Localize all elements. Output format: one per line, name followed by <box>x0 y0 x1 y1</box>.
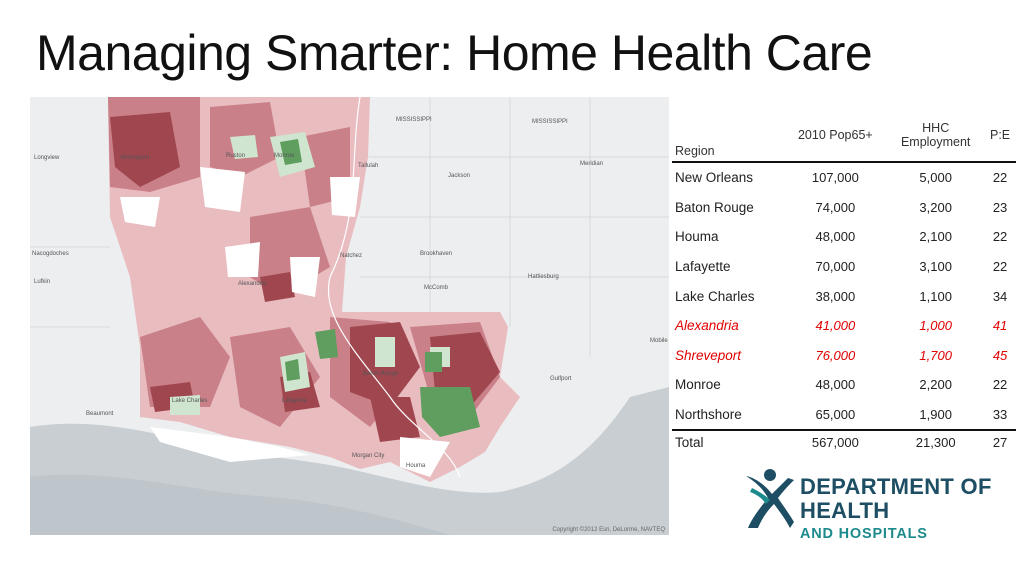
map-label: Shreveport <box>120 155 150 161</box>
cell-region: Shreveport <box>675 347 742 363</box>
table-row: Alexandria 41,000 1,000 41 <box>672 311 1016 341</box>
map-label: Beaumont <box>86 411 114 417</box>
cell-region: Northshore <box>675 407 742 423</box>
cell-pe: 22 <box>992 259 1008 275</box>
table-row: Baton Rouge 74,000 3,200 23 <box>672 193 1016 223</box>
logo-text-line3: AND HOSPITALS <box>800 526 928 542</box>
cell-hhc: 2,100 <box>919 229 952 245</box>
cell-pe: 22 <box>992 377 1008 393</box>
map-label: MISSISSIPPI <box>532 119 568 125</box>
map-label: Tallulah <box>358 163 378 169</box>
logo-text-line1: DEPARTMENT OF <box>800 474 992 499</box>
map-label: Nacogdoches <box>32 251 69 257</box>
header-region: Region <box>672 108 784 163</box>
cell-region: Monroe <box>675 377 721 393</box>
map-label: Jackson <box>448 173 470 179</box>
cell-hhc: 2,200 <box>919 377 952 393</box>
cell-pop: 107,000 <box>811 170 859 186</box>
cell-region: Alexandria <box>675 318 739 334</box>
figure-logo-icon <box>746 469 794 528</box>
header-hhc-line1: HHC <box>922 121 950 135</box>
cell-region: Total <box>672 429 784 465</box>
map-label: Houma <box>406 463 426 469</box>
cell-pe: 23 <box>992 199 1008 215</box>
table-row: Lake Charles 38,000 1,100 34 <box>672 281 1016 311</box>
dhh-logo: DEPARTMENT OF HEALTH AND HOSPITALS <box>742 468 1012 548</box>
cell-hhc: 1,700 <box>919 347 952 363</box>
choropleth-map-graphic: MISSISSIPPI MISSISSIPPI Longview Shrevep… <box>30 97 669 535</box>
cell-pop: 65,000 <box>815 407 856 423</box>
cell-hhc: 21,300 <box>887 429 985 465</box>
logo-text-line2: HEALTH <box>800 498 890 523</box>
cell-pop: 76,000 <box>815 347 856 363</box>
map-label: Lake Charles <box>172 398 207 404</box>
map-copyright: Copyright ©2012 Esri, DeLorme, NAVTEQ <box>552 527 665 533</box>
region-table: Region 2010 Pop65+ HHC Employment P:E Ne… <box>672 108 1016 465</box>
cell-pop: 48,000 <box>815 377 856 393</box>
map-label: Hattiesburg <box>528 274 559 280</box>
map-label: Lufkin <box>34 279 50 285</box>
map-label: McComb <box>424 285 449 291</box>
table-row: New Orleans 107,000 5,000 22 <box>672 162 1016 193</box>
cell-pop: 70,000 <box>815 259 856 275</box>
table-row: Houma 48,000 2,100 22 <box>672 222 1016 252</box>
cell-pop: 41,000 <box>815 318 856 334</box>
header-hhc-line2: Employment <box>900 135 971 149</box>
header-hhc: HHC Employment <box>887 108 985 163</box>
cell-hhc: 1,900 <box>919 407 952 423</box>
map-label: Natchez <box>340 253 362 259</box>
table-total-row: Total 567,000 21,300 27 <box>672 429 1016 465</box>
cell-pe: 45 <box>992 347 1008 363</box>
map-label: Brookhaven <box>420 251 452 257</box>
map-label: Gulfport <box>550 376 572 382</box>
cell-pe: 41 <box>992 318 1008 334</box>
map-label: Mobile <box>650 338 668 344</box>
cell-pop: 74,000 <box>815 199 856 215</box>
table-row: Northshore 65,000 1,900 33 <box>672 400 1016 431</box>
map-label: Baton Rouge <box>363 371 399 377</box>
cell-region: Houma <box>675 229 719 245</box>
cell-pe: 34 <box>992 288 1008 304</box>
map-label: Morgan City <box>352 453 384 459</box>
louisiana-map: MISSISSIPPI MISSISSIPPI Longview Shrevep… <box>30 97 669 535</box>
cell-hhc: 5,000 <box>919 170 952 186</box>
table-header-row: Region 2010 Pop65+ HHC Employment P:E <box>672 108 1016 163</box>
cell-pe: 22 <box>992 170 1008 186</box>
table-row: Shreveport 76,000 1,700 45 <box>672 341 1016 371</box>
slide-title: Managing Smarter: Home Health Care <box>36 25 873 81</box>
cell-pop: 48,000 <box>815 229 856 245</box>
map-label: Meridian <box>580 161 603 167</box>
cell-pe: 22 <box>992 229 1008 245</box>
cell-hhc: 1,000 <box>919 318 952 334</box>
cell-region: Baton Rouge <box>675 199 754 215</box>
header-pop: 2010 Pop65+ <box>783 108 888 163</box>
cell-pe: 27 <box>984 429 1016 465</box>
map-label: MISSISSIPPI <box>396 117 432 123</box>
table-row: Monroe 48,000 2,200 22 <box>672 370 1016 400</box>
cell-hhc: 1,100 <box>919 288 952 304</box>
cell-region: Lafayette <box>675 259 731 275</box>
cell-region: Lake Charles <box>675 288 755 304</box>
map-label: Ruston <box>226 153 245 159</box>
header-pe: P:E <box>984 108 1016 163</box>
map-label: Alexandria <box>238 281 267 287</box>
cell-pop: 567,000 <box>783 429 888 465</box>
map-label: Monroe <box>274 153 295 159</box>
table-row: Lafayette 70,000 3,100 22 <box>672 252 1016 282</box>
map-label: Lafayette <box>282 398 307 404</box>
cell-pop: 38,000 <box>815 288 856 304</box>
table-body: New Orleans 107,000 5,000 22 Baton Rouge… <box>672 162 1016 465</box>
cell-hhc: 3,200 <box>919 199 952 215</box>
map-label: Longview <box>34 155 60 161</box>
cell-pe: 33 <box>992 407 1008 423</box>
cell-hhc: 3,100 <box>919 259 952 275</box>
cell-region: New Orleans <box>675 170 754 186</box>
